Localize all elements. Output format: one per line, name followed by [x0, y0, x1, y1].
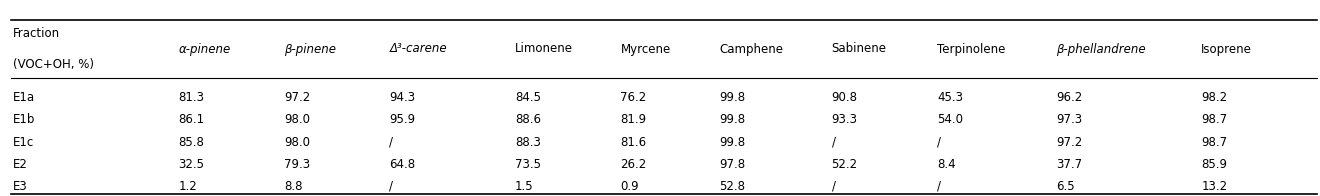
Text: /: / [389, 136, 393, 149]
Text: 85.8: 85.8 [178, 136, 205, 149]
Text: 97.8: 97.8 [719, 158, 746, 171]
Text: Camphene: Camphene [719, 43, 783, 55]
Text: Terpinolene: Terpinolene [937, 43, 1006, 55]
Text: 86.1: 86.1 [178, 113, 205, 126]
Text: 98.7: 98.7 [1201, 136, 1228, 149]
Text: 85.9: 85.9 [1201, 158, 1228, 171]
Text: 45.3: 45.3 [937, 91, 964, 103]
Text: /: / [389, 180, 393, 193]
Text: Δ³-carene: Δ³-carene [389, 43, 447, 55]
Text: 73.5: 73.5 [515, 158, 541, 171]
Text: 99.8: 99.8 [719, 136, 746, 149]
Text: 88.6: 88.6 [515, 113, 541, 126]
Text: 90.8: 90.8 [832, 91, 858, 103]
Text: 99.8: 99.8 [719, 113, 746, 126]
Text: 26.2: 26.2 [620, 158, 647, 171]
Text: 96.2: 96.2 [1056, 91, 1082, 103]
Text: 52.8: 52.8 [719, 180, 746, 193]
Text: 81.6: 81.6 [620, 136, 647, 149]
Text: /: / [832, 136, 836, 149]
Text: Sabinene: Sabinene [832, 43, 887, 55]
Text: 81.9: 81.9 [620, 113, 647, 126]
Text: 98.2: 98.2 [1201, 91, 1228, 103]
Text: 97.3: 97.3 [1056, 113, 1082, 126]
Text: E1a: E1a [13, 91, 36, 103]
Text: 0.9: 0.9 [620, 180, 639, 193]
Text: 97.2: 97.2 [284, 91, 310, 103]
Text: 8.8: 8.8 [284, 180, 302, 193]
Text: 98.7: 98.7 [1201, 113, 1228, 126]
Text: 98.0: 98.0 [284, 136, 310, 149]
Text: 88.3: 88.3 [515, 136, 541, 149]
Text: 81.3: 81.3 [178, 91, 205, 103]
Text: 84.5: 84.5 [515, 91, 541, 103]
Text: E1c: E1c [13, 136, 34, 149]
Text: β-pinene: β-pinene [284, 43, 335, 55]
Text: 54.0: 54.0 [937, 113, 964, 126]
Text: 32.5: 32.5 [178, 158, 205, 171]
Text: 13.2: 13.2 [1201, 180, 1228, 193]
Text: Myrcene: Myrcene [620, 43, 671, 55]
Text: 93.3: 93.3 [832, 113, 858, 126]
Text: Fraction: Fraction [13, 27, 61, 40]
Text: Limonene: Limonene [515, 43, 573, 55]
Text: 52.2: 52.2 [832, 158, 858, 171]
Text: α-pinene: α-pinene [178, 43, 231, 55]
Text: /: / [937, 180, 941, 193]
Text: 99.8: 99.8 [719, 91, 746, 103]
Text: 37.7: 37.7 [1056, 158, 1082, 171]
Text: 98.0: 98.0 [284, 113, 310, 126]
Text: 64.8: 64.8 [389, 158, 416, 171]
Text: /: / [832, 180, 836, 193]
Text: E1b: E1b [13, 113, 36, 126]
Text: 79.3: 79.3 [284, 158, 310, 171]
Text: 1.2: 1.2 [178, 180, 197, 193]
Text: 94.3: 94.3 [389, 91, 416, 103]
Text: 95.9: 95.9 [389, 113, 416, 126]
Text: E3: E3 [13, 180, 28, 193]
Text: Isoprene: Isoprene [1201, 43, 1253, 55]
Text: 6.5: 6.5 [1056, 180, 1074, 193]
Text: β-phellandrene: β-phellandrene [1056, 43, 1146, 55]
Text: 76.2: 76.2 [620, 91, 647, 103]
Text: (VOC+OH, %): (VOC+OH, %) [13, 58, 94, 71]
Text: 1.5: 1.5 [515, 180, 533, 193]
Text: E2: E2 [13, 158, 28, 171]
Text: 8.4: 8.4 [937, 158, 956, 171]
Text: /: / [937, 136, 941, 149]
Text: 97.2: 97.2 [1056, 136, 1082, 149]
